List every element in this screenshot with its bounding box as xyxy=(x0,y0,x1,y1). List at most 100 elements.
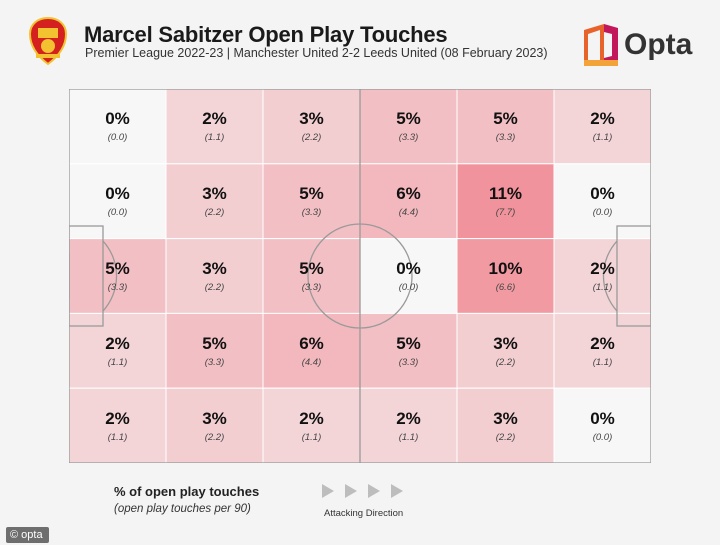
zone-per90: (1.1) xyxy=(107,431,128,443)
zone-percentage: 10% xyxy=(488,258,523,278)
page-subtitle: Premier League 2022-23 | Manchester Unit… xyxy=(85,46,548,60)
zone-percentage: 2% xyxy=(202,109,227,129)
zone-percentage: 5% xyxy=(299,258,324,278)
zone-label: 3% (2.2) xyxy=(166,388,263,463)
zone-per90: (2.2) xyxy=(204,431,225,443)
heatmap-cell xyxy=(456,387,555,463)
zone-percentage: 3% xyxy=(202,184,227,204)
zone-percentage: 5% xyxy=(202,333,227,353)
zone-label: 5% (3.3) xyxy=(263,239,360,314)
heatmap-cell xyxy=(69,238,167,314)
zone-per90: (1.1) xyxy=(592,132,613,144)
zone-per90: (3.3) xyxy=(107,281,128,293)
zone-per90: (3.3) xyxy=(301,207,322,219)
zone-percentage: 5% xyxy=(396,109,421,129)
zone-per90: (4.4) xyxy=(301,356,322,368)
zone-percentage: 2% xyxy=(590,109,615,129)
zone-per90: (3.3) xyxy=(495,132,516,144)
heatmap-cell xyxy=(456,163,555,240)
zone-per90: (1.1) xyxy=(107,356,128,368)
zone-per90: (6.6) xyxy=(495,281,516,293)
zone-percentage: 5% xyxy=(105,258,130,278)
heatmap-cell xyxy=(359,238,458,314)
heatmap-cell xyxy=(165,238,264,314)
heatmap-cell xyxy=(262,387,361,463)
zone-label: 0% (0.0) xyxy=(554,388,651,463)
zone-percentage: 3% xyxy=(202,408,227,428)
zone-percentage: 2% xyxy=(105,333,130,353)
heatmap-cell xyxy=(359,387,458,463)
zone-label: 2% (1.1) xyxy=(69,313,166,388)
zone-per90: (3.3) xyxy=(204,356,225,368)
zone-per90: (1.1) xyxy=(301,431,322,443)
zone-percentage: 0% xyxy=(590,408,615,428)
zone-label: 2% (1.1) xyxy=(360,388,457,463)
zone-percentage: 2% xyxy=(396,408,421,428)
zone-label: 0% (0.0) xyxy=(69,164,166,239)
heatmap-cell xyxy=(456,89,555,165)
zone-percentage: 0% xyxy=(105,109,130,129)
zone-per90: (0.0) xyxy=(398,281,419,293)
zone-label: 2% (1.1) xyxy=(69,388,166,463)
zone-per90: (0.0) xyxy=(107,132,128,144)
opta-logo-icon xyxy=(584,24,618,66)
zone-per90: (3.3) xyxy=(398,132,419,144)
zone-label: 3% (2.2) xyxy=(263,89,360,164)
zone-per90: (7.7) xyxy=(495,207,516,219)
zone-per90: (2.2) xyxy=(495,356,516,368)
opta-brand-name: Opta xyxy=(624,28,693,61)
zone-label: 0% (0.0) xyxy=(69,89,166,164)
zone-percentage: 5% xyxy=(299,184,324,204)
zone-per90: (4.4) xyxy=(398,207,419,219)
zone-label: 5% (3.3) xyxy=(166,313,263,388)
zone-label: 3% (2.2) xyxy=(166,239,263,314)
zone-per90: (2.2) xyxy=(204,281,225,293)
zone-percentage: 5% xyxy=(493,109,518,129)
zone-label: 2% (1.1) xyxy=(263,388,360,463)
zone-label: 3% (2.2) xyxy=(457,313,554,388)
heatmap-cell xyxy=(553,387,651,463)
zone-per90: (2.2) xyxy=(301,132,322,144)
zone-per90: (0.0) xyxy=(592,431,613,443)
zone-label: 5% (3.3) xyxy=(360,313,457,388)
zone-percentage: 0% xyxy=(590,184,615,204)
zone-percentage: 6% xyxy=(396,184,421,204)
zone-percentage: 2% xyxy=(105,408,130,428)
legend-subtitle: (open play touches per 90) xyxy=(114,503,251,515)
heatmap-cell xyxy=(456,312,555,389)
attacking-direction-arrows-icon xyxy=(322,484,403,498)
zone-per90: (1.1) xyxy=(204,132,225,144)
zone-label: 3% (2.2) xyxy=(166,164,263,239)
zone-label: 11% (7.7) xyxy=(457,164,554,239)
zone-per90: (1.1) xyxy=(398,431,419,443)
pitch-heatmap xyxy=(69,89,651,463)
zone-percentage: 6% xyxy=(299,333,324,353)
zone-per90: (2.2) xyxy=(495,431,516,443)
zone-percentage: 11% xyxy=(488,184,523,204)
zone-per90: (1.1) xyxy=(592,356,613,368)
zone-percentage: 3% xyxy=(493,333,518,353)
zone-label: 0% (0.0) xyxy=(360,239,457,314)
zone-label: 5% (3.3) xyxy=(263,164,360,239)
footer-credit: © opta xyxy=(6,527,49,543)
legend-title: % of open play touches xyxy=(114,484,260,499)
zone-label: 6% (4.4) xyxy=(263,313,360,388)
zone-percentage: 2% xyxy=(299,408,324,428)
zone-label: 6% (4.4) xyxy=(360,164,457,239)
zone-label: 0% (0.0) xyxy=(554,164,651,239)
zone-per90: (0.0) xyxy=(592,207,613,219)
zone-label: 5% (3.3) xyxy=(457,89,554,164)
page-title: Marcel Sabitzer Open Play Touches xyxy=(84,22,448,47)
attacking-direction-label: Attacking Direction xyxy=(324,508,404,519)
zone-label: 2% (1.1) xyxy=(554,239,651,314)
heatmap-cell xyxy=(165,312,264,389)
zone-percentage: 3% xyxy=(202,258,227,278)
zone-label: 2% (1.1) xyxy=(166,89,263,164)
zone-label: 2% (1.1) xyxy=(554,89,651,164)
manchester-united-crest-icon xyxy=(28,16,68,66)
zone-per90: (2.2) xyxy=(204,207,225,219)
zone-percentage: 0% xyxy=(105,184,130,204)
zone-percentage: 0% xyxy=(396,258,421,278)
zone-percentage: 2% xyxy=(590,258,615,278)
zone-label: 5% (3.3) xyxy=(360,89,457,164)
